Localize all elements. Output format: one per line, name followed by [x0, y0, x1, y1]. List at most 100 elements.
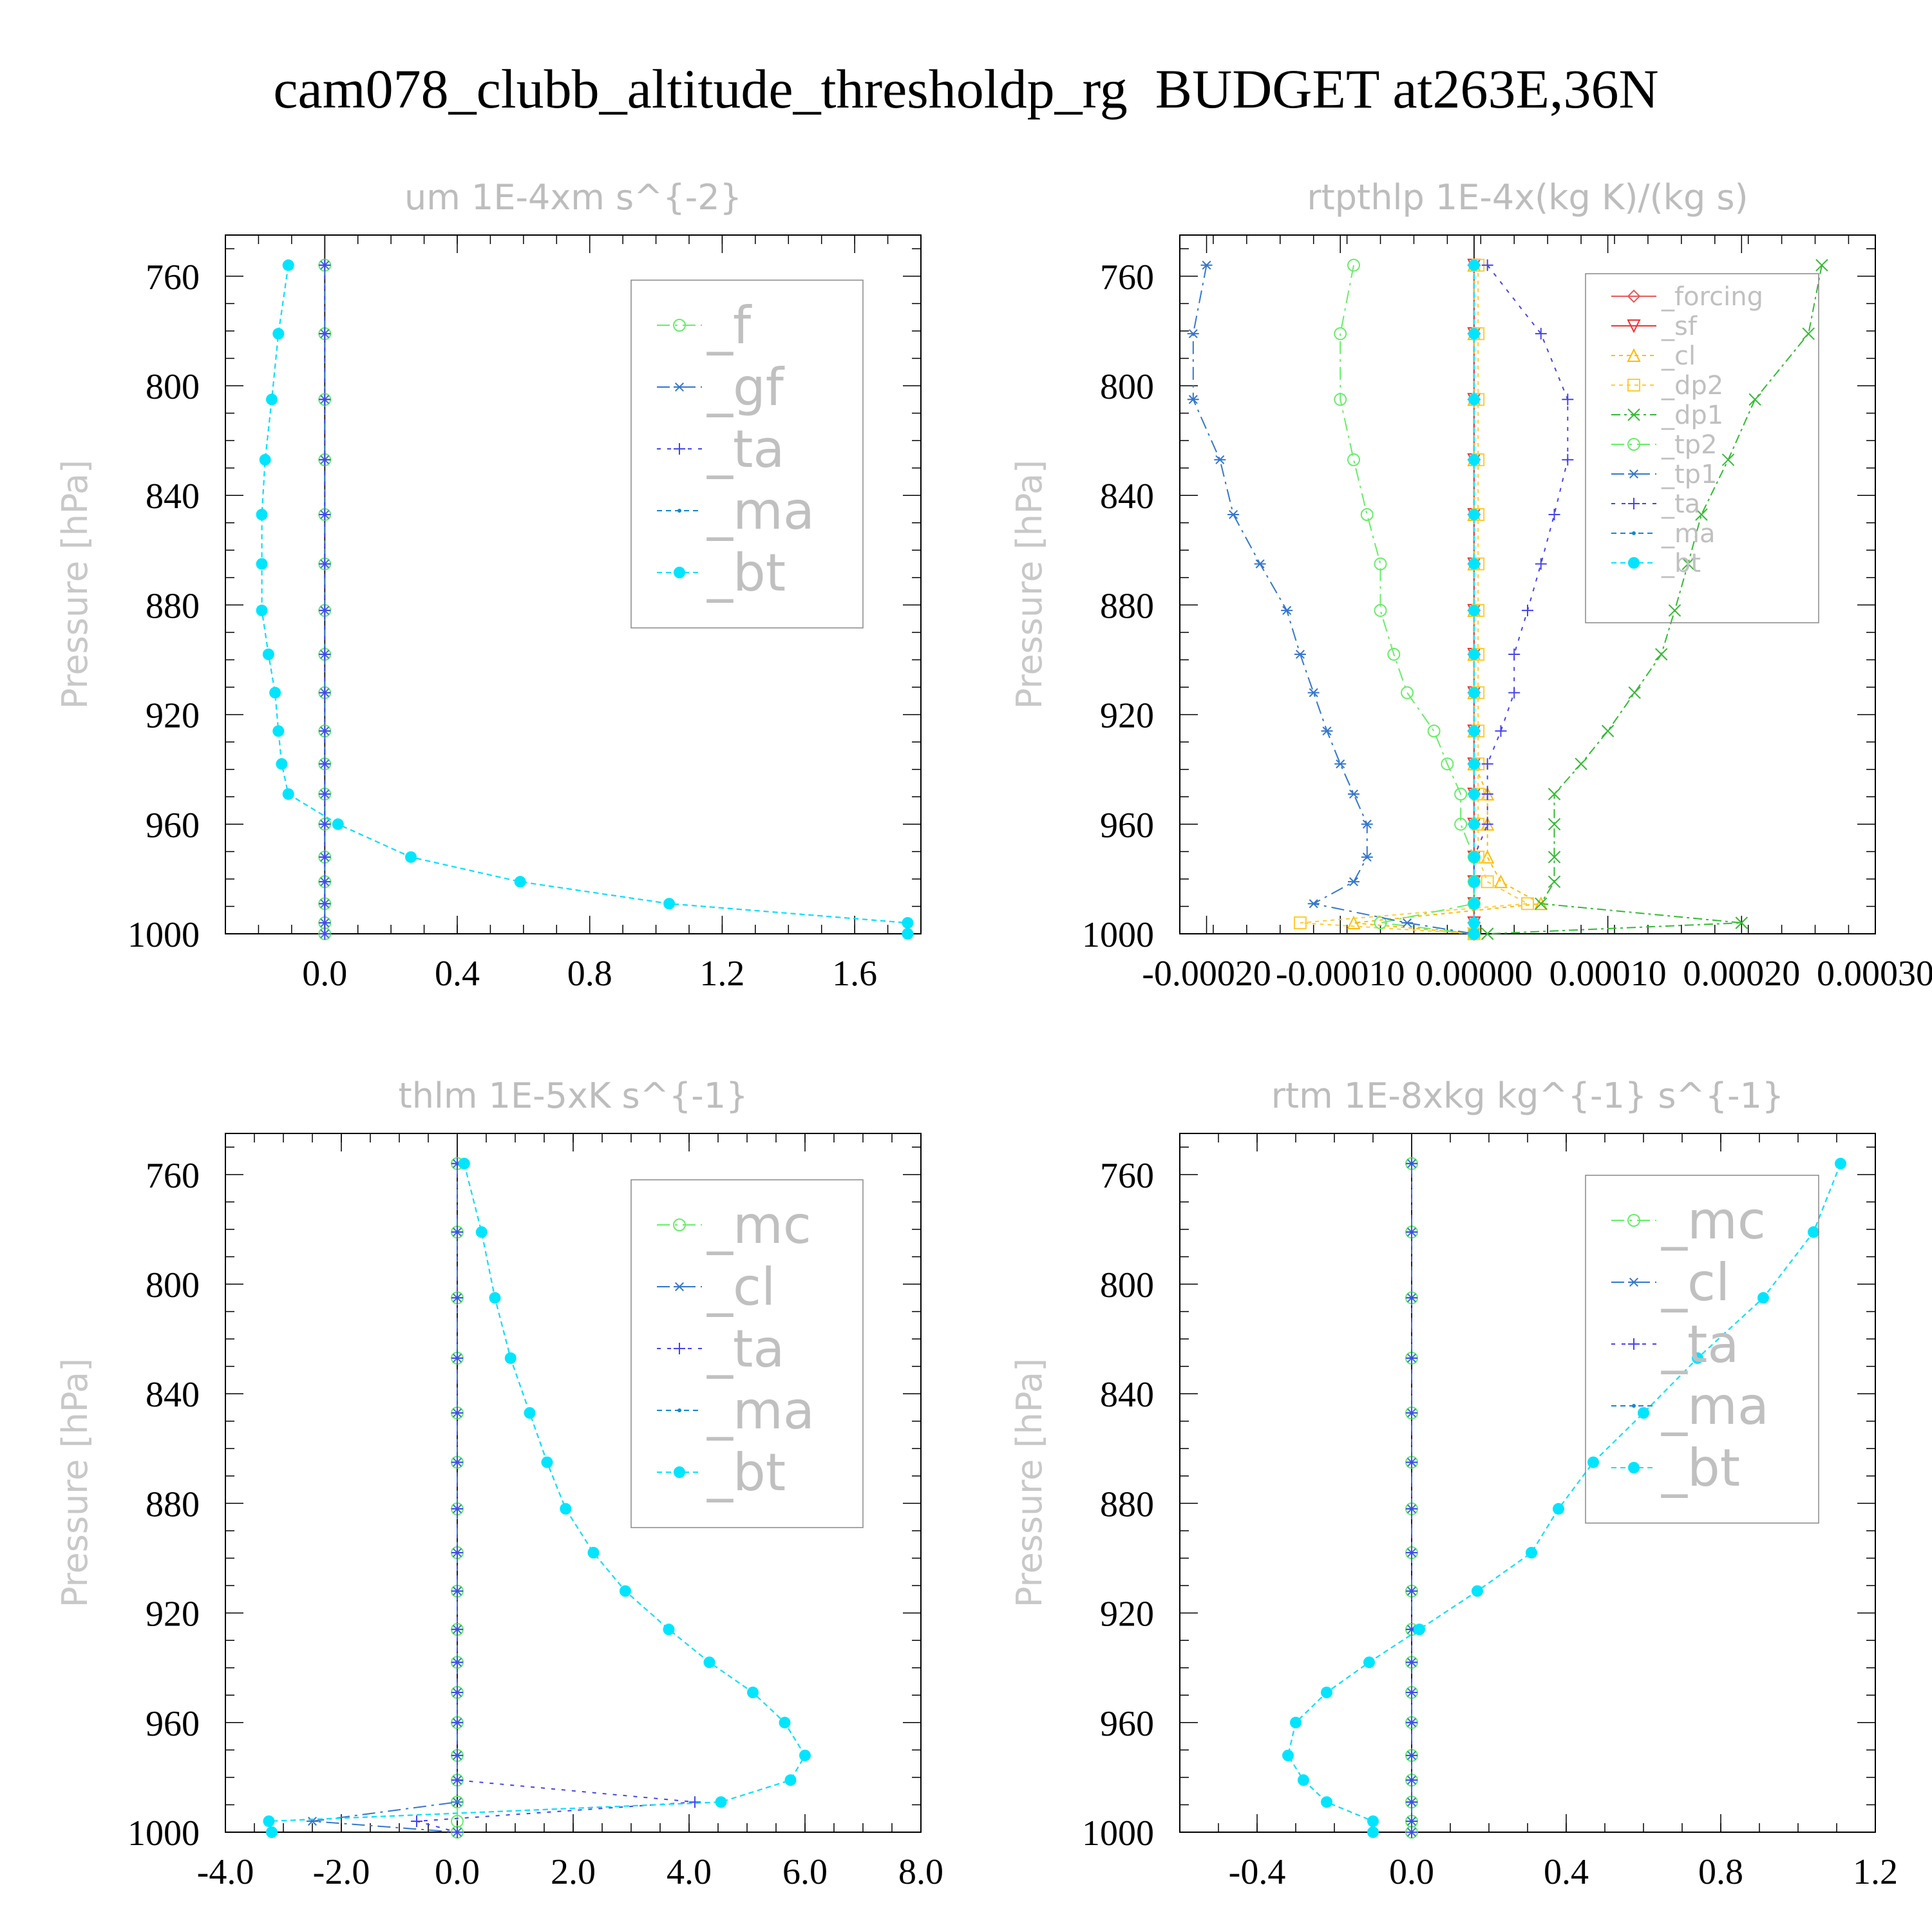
data-point	[1562, 393, 1574, 406]
legend-label: _sf	[1661, 312, 1698, 341]
legend-marker	[674, 382, 685, 392]
chart-title: rtpthlp 1E-4x(kg K)/(kg s)	[1307, 177, 1748, 218]
data-point	[451, 1749, 463, 1761]
data-point	[1695, 508, 1708, 521]
x-tick-label: -0.00010	[1276, 954, 1405, 994]
data-point	[1468, 604, 1480, 616]
data-point	[451, 1797, 463, 1807]
data-point	[1406, 1407, 1417, 1419]
data-point	[1347, 453, 1360, 466]
data-point	[1535, 558, 1547, 570]
legend-marker	[674, 1282, 685, 1292]
data-point	[1481, 259, 1493, 271]
data-point	[1735, 916, 1748, 929]
data-point	[411, 1815, 422, 1827]
data-point	[1348, 877, 1359, 887]
data-point	[1406, 1774, 1417, 1786]
data-point	[451, 1624, 463, 1636]
data-point	[663, 898, 676, 910]
y-tick-label: 800	[146, 367, 200, 407]
plot-frame	[225, 234, 922, 934]
x-tick-label: 0.00030	[1817, 954, 1932, 994]
y-tick-label: 880	[1100, 586, 1154, 626]
data-point	[1628, 686, 1641, 699]
data-point	[902, 928, 914, 940]
data-point	[1508, 649, 1520, 660]
y-axis-label: Pressure [hPa]	[1009, 1358, 1050, 1607]
data-point	[799, 1749, 811, 1761]
chart-panel-1: um 1E-4xm s^{-2} Pressure [hPa] 760 800 840 8…	[55, 177, 922, 994]
y-tick-label: 960	[1100, 806, 1154, 846]
data-point	[1361, 819, 1373, 829]
series-line-ta	[416, 1163, 696, 1833]
y-tick-label: 960	[146, 1704, 200, 1744]
data-point	[1468, 758, 1480, 770]
x-tick-label: 0.0	[435, 1852, 480, 1892]
data-point	[1290, 1716, 1302, 1728]
data-point	[319, 818, 331, 830]
data-point	[1481, 818, 1493, 830]
data-point	[1200, 260, 1213, 270]
series-line-cl	[312, 1163, 458, 1833]
data-point	[272, 725, 285, 737]
x-tick-label: -4.0	[197, 1852, 254, 1892]
legend-label: _ta	[1661, 1314, 1739, 1374]
y-tick-label: 880	[146, 586, 200, 626]
x-tick-label: 0.4	[435, 954, 480, 994]
data-point	[587, 1547, 600, 1558]
data-point	[703, 1656, 715, 1669]
data-point	[1334, 759, 1347, 769]
legend-marker	[1627, 348, 1641, 362]
data-point	[1748, 393, 1761, 406]
legend-marker	[1627, 1214, 1640, 1227]
data-point	[1187, 395, 1199, 404]
plot-frame	[1179, 1133, 1876, 1833]
data-point	[1495, 725, 1507, 737]
data-point	[1374, 916, 1387, 929]
data-point	[1481, 927, 1494, 940]
data-point	[1575, 757, 1587, 770]
data-point	[1757, 1292, 1769, 1304]
data-point	[1441, 757, 1454, 771]
data-point	[319, 725, 331, 737]
legend-label: _cl	[1661, 1253, 1730, 1312]
data-point	[1692, 1352, 1703, 1364]
data-point	[451, 1774, 463, 1786]
legend-marker	[677, 1408, 681, 1412]
data-point	[1454, 817, 1468, 831]
data-point	[256, 604, 268, 616]
data-point	[1468, 928, 1480, 940]
x-tick-label: 0.00020	[1683, 954, 1800, 994]
legend-marker	[1627, 379, 1640, 392]
legend-marker	[674, 1466, 685, 1478]
data-point	[1522, 604, 1533, 616]
data-point	[319, 851, 331, 863]
data-point	[1406, 1585, 1417, 1597]
legend-label: _dp2	[1661, 371, 1723, 401]
data-point	[1535, 328, 1547, 340]
x-tick-label: 0.00010	[1549, 954, 1667, 994]
data-point	[1468, 818, 1480, 830]
data-point	[1363, 1656, 1375, 1669]
data-point	[1493, 874, 1508, 889]
data-point	[319, 509, 331, 520]
data-point	[1521, 897, 1534, 911]
data-point	[1535, 897, 1548, 910]
data-point	[1468, 393, 1480, 406]
legend-label: _cl	[706, 1257, 775, 1317]
data-point	[1321, 1687, 1332, 1698]
data-point	[1347, 258, 1360, 272]
data-point	[1374, 557, 1387, 571]
legend-label: _gf	[706, 357, 785, 417]
legend-marker	[674, 443, 685, 455]
data-point	[259, 453, 271, 466]
data-point	[1553, 1502, 1564, 1515]
legend-marker	[1632, 531, 1636, 535]
legend-label: _ma	[1661, 1376, 1769, 1436]
data-point	[1681, 557, 1694, 571]
data-point	[319, 328, 331, 340]
data-point	[1548, 818, 1561, 831]
data-point	[1406, 1352, 1417, 1364]
y-tick-label: 880	[146, 1484, 200, 1524]
chart-title: thlm 1E-5xK s^{-1}	[399, 1075, 748, 1116]
